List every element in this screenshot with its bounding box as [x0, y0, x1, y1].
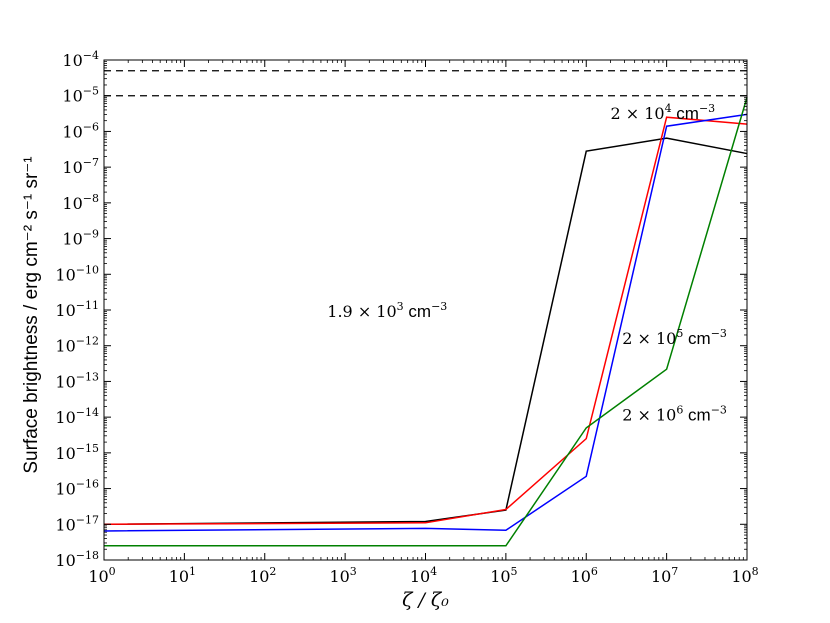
annotation-red: 2 × 104 cm−3	[610, 102, 715, 123]
series-layer	[103, 97, 748, 547]
x-tick-label: 100	[88, 565, 115, 586]
y-tick-label: 10−11	[55, 299, 99, 320]
annotation-blue: 2 × 105 cm−3	[622, 327, 727, 348]
series-line-3	[103, 113, 748, 532]
x-axis-label: ζ / ζ₀	[402, 589, 449, 611]
y-tick-label: 10−4	[62, 49, 99, 70]
y-tick-label: 10−10	[55, 263, 99, 284]
y-tick-label: 10−16	[55, 478, 99, 499]
x-tick-label: 107	[651, 565, 678, 586]
y-tick-label: 10−6	[62, 120, 99, 141]
y-tick-label: 10−8	[62, 192, 99, 213]
series-line-4	[104, 97, 748, 547]
series-annotations: 1.9 × 103 cm−3 2 × 104 cm−3 2 × 105 cm−3 2 …	[327, 102, 727, 424]
series-line-2	[103, 116, 748, 526]
x-tick-label: 104	[410, 565, 437, 586]
y-tick-label: 10−15	[55, 442, 99, 463]
x-tick-label: 103	[329, 565, 356, 586]
y-tick-label: 10−12	[55, 335, 99, 356]
annotation-green: 2 × 106 cm−3	[622, 404, 727, 425]
x-tick-label: 108	[731, 565, 758, 586]
x-tick-label: 105	[490, 565, 517, 586]
y-axis-label: Surface brightness / erg cm⁻² s⁻¹ sr⁻¹	[21, 156, 42, 473]
y-tick-label: 10−5	[62, 85, 99, 106]
y-tick-label: 10−18	[55, 549, 99, 570]
annotation-black: 1.9 × 103 cm−3	[327, 300, 447, 321]
y-tick-label: 10−13	[55, 370, 99, 391]
y-tick-label: 10−7	[62, 156, 99, 177]
series-line-1	[103, 137, 748, 526]
x-axis-ticks: 100 101 102 103 104 105 106 107 108	[88, 60, 759, 586]
y-axis-ticks: 10−18 10−17 10−16 10−15 10−14 10−13 10−12 10−11…	[55, 49, 747, 570]
y-tick-label: 10−9	[62, 228, 99, 249]
y-tick-label: 10−17	[55, 513, 99, 534]
x-tick-label: 102	[249, 565, 276, 586]
y-tick-label: 10−14	[55, 406, 99, 427]
x-tick-label: 101	[169, 565, 196, 586]
reference-lines	[104, 70, 747, 97]
x-tick-label: 106	[571, 565, 598, 586]
